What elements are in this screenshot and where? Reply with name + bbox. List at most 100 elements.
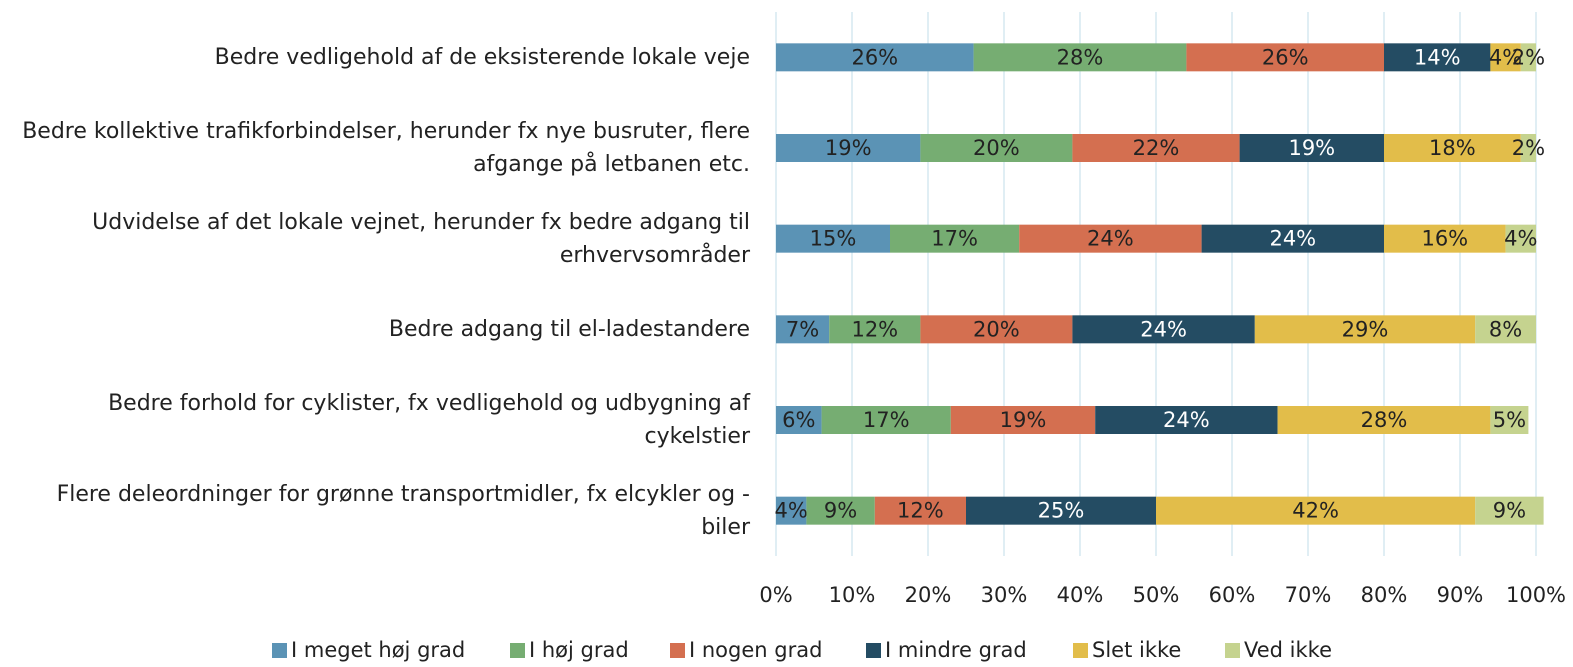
legend-swatch [1225,643,1240,658]
x-tick-label: 10% [829,583,876,607]
bar-segment [829,315,921,344]
category-text: Bedre forhold for cyklister, fx vedligeh… [108,391,750,449]
legend-swatch [1073,643,1088,658]
data-label: 8% [1489,317,1522,341]
bar-segment [1019,224,1202,253]
data-label: 25% [1038,499,1085,523]
bar-segment [1384,134,1521,162]
data-label: 9% [1493,499,1526,523]
x-tick-label: 40% [1057,583,1104,607]
data-label: 20% [973,317,1020,341]
category-text: Bedre adgang til el-ladestandere [388,316,750,342]
data-label: 2% [1512,136,1545,160]
bar-segment [776,134,921,162]
data-label: 42% [1292,499,1339,523]
bar-segment [1072,134,1240,162]
legend-swatch [866,643,881,658]
bar-segment [776,315,830,344]
data-label: 18% [1429,136,1476,160]
data-label: 24% [1163,408,1210,432]
bar-segment [890,224,1020,253]
bar-segment [966,496,1156,525]
data-label: 7% [786,317,819,341]
x-tick-label: 90% [1437,583,1484,607]
category-label: Bedre kollektive trafikforbindelser, her… [0,108,750,188]
bar-segment [1254,315,1476,344]
bar-segment [1520,43,1536,72]
data-label: 19% [825,136,872,160]
x-tick-label: 30% [981,583,1028,607]
legend-label: I høj grad [529,638,629,662]
x-tick-label: 100% [1506,583,1566,607]
legend-swatch [670,643,685,658]
data-label: 9% [824,499,857,523]
bar-segment [1520,134,1536,162]
bar-segment [776,496,807,525]
x-tick-label: 70% [1285,583,1332,607]
bar-segment [1475,496,1544,525]
bar-segment [1186,43,1384,72]
data-label: 17% [931,227,978,251]
legend-label: I mindre grad [885,638,1027,662]
data-label: 12% [851,317,898,341]
data-label: 19% [1288,136,1335,160]
data-label: 12% [897,499,944,523]
bar-segment [776,43,974,72]
data-label: 4% [1489,45,1522,69]
data-label: 4% [775,499,808,523]
data-label: 24% [1140,317,1187,341]
data-label: 22% [1133,136,1180,160]
x-tick-label: 80% [1361,583,1408,607]
bar-segment [1072,315,1255,344]
category-text: Bedre vedligehold af de eksisterende lok… [214,44,750,70]
category-label: Bedre forhold for cyklister, fx vedligeh… [0,380,750,460]
data-label: 28% [1361,408,1408,432]
bar-segment [1277,406,1491,434]
data-label: 5% [1493,408,1526,432]
data-label: 17% [863,408,910,432]
bar-segment [950,406,1096,434]
bar-segment [973,43,1187,72]
legend-label: Slet ikke [1092,638,1181,662]
bar-segment [1490,43,1521,72]
bar-segment [1505,224,1536,253]
data-label: 2% [1512,45,1545,69]
bar-segment [920,315,1073,344]
data-label: 19% [1000,408,1047,432]
data-label: 20% [973,136,1020,160]
data-label: 16% [1421,227,1468,251]
category-label: Bedre vedligehold af de eksisterende lok… [0,17,750,97]
bar-segment [776,224,890,253]
bar-segment [1475,315,1536,344]
bar-segment [1490,406,1529,434]
legend-label: I nogen grad [689,638,822,662]
data-label: 28% [1057,45,1104,69]
legend-swatch [272,643,287,658]
data-label: 15% [810,227,857,251]
bar-segment [776,406,822,434]
legend-label: Ved ikke [1244,638,1332,662]
category-text: Bedre kollektive trafikforbindelser, her… [22,119,750,177]
category-label: Bedre adgang til el-ladestandere [0,289,750,369]
bar-segment [874,496,966,525]
bar-segment [821,406,951,434]
bar-segment [920,134,1073,162]
data-label: 26% [1262,45,1309,69]
data-label: 4% [1504,227,1537,251]
legend-swatch [510,643,525,658]
data-label: 29% [1342,317,1389,341]
x-tick-label: 20% [905,583,952,607]
x-tick-label: 60% [1209,583,1256,607]
category-label: Udvidelse af det lokale vejnet, herunder… [0,199,750,279]
bar-segment [1095,406,1278,434]
bar-segment [1156,496,1476,525]
bar-segment [1201,224,1384,253]
legend-label: I meget høj grad [291,638,465,662]
category-text: Udvidelse af det lokale vejnet, herunder… [92,209,750,268]
x-tick-label: 50% [1133,583,1180,607]
bar-segment [806,496,875,525]
category-label: Flere deleordninger for grønne transport… [0,471,750,551]
data-label: 24% [1269,227,1316,251]
